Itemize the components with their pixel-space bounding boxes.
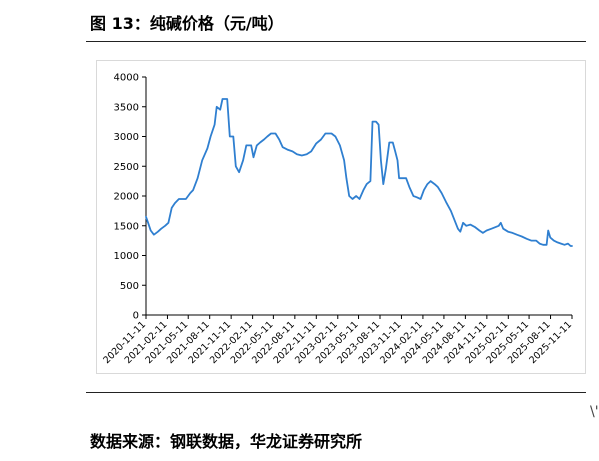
y-tick-label: 1000 (114, 251, 139, 262)
price-line-chart: 050010001500200025003000350040002020-11-… (101, 73, 574, 367)
chart-frame (96, 60, 586, 374)
footer-rule (86, 392, 586, 393)
page-edge-mark: \' (590, 404, 599, 420)
y-tick-label: 2000 (114, 192, 139, 203)
y-tick-label: 4000 (114, 73, 139, 84)
y-tick-label: 3500 (114, 102, 139, 113)
data-source: 数据来源：钢联数据，华龙证券研究所 (90, 432, 363, 451)
y-tick-label: 500 (120, 281, 139, 292)
y-tick-label: 0 (133, 311, 139, 322)
series-line (145, 98, 573, 247)
y-tick-label: 3000 (114, 132, 139, 143)
y-tick-label: 2500 (114, 162, 139, 173)
y-tick-label: 1500 (114, 221, 139, 232)
figure-title: 图 13：纯碱价格（元/吨） (90, 14, 284, 33)
title-rule (86, 41, 586, 42)
